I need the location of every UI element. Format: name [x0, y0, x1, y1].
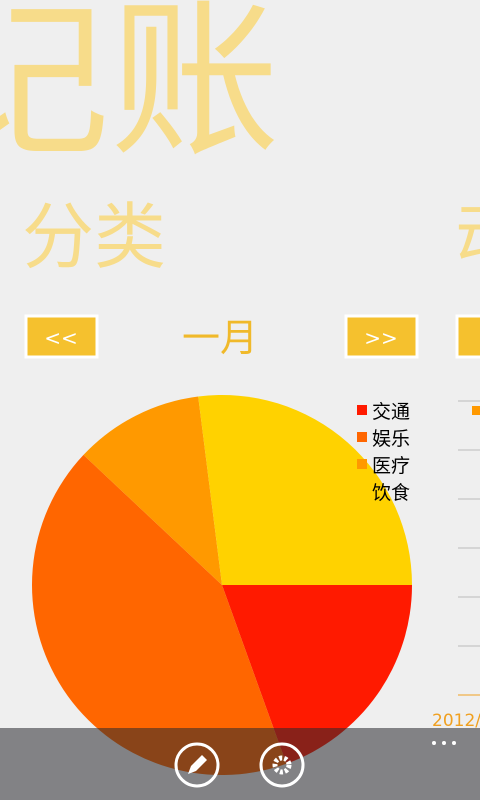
- legend-label: 饮食: [372, 482, 410, 504]
- legend-swatch: [472, 406, 480, 415]
- dot: [452, 741, 456, 745]
- button-label: <<: [44, 326, 78, 350]
- pie-slice: [222, 585, 412, 764]
- pie-slice: [198, 395, 412, 585]
- legend-swatch: [357, 405, 367, 415]
- legend-label: 交通: [372, 401, 410, 423]
- app-title: 记账: [0, 0, 280, 181]
- date-label: 2012/: [432, 711, 480, 731]
- button-bg: [24, 314, 99, 359]
- button-bg: [344, 314, 419, 359]
- section-title: 动: [455, 195, 480, 279]
- pie-slice: [83, 396, 222, 585]
- dot: [432, 741, 436, 745]
- legend-label: 娱乐: [372, 428, 410, 450]
- legend-swatch: [357, 432, 367, 442]
- dot: [442, 741, 446, 745]
- legend-swatch: [357, 459, 367, 469]
- section-title: 分类: [22, 195, 166, 279]
- legend-swatch: [357, 486, 367, 496]
- month-label: 一月: [182, 316, 258, 360]
- app-bar: [0, 728, 480, 800]
- settings-button[interactable]: [259, 742, 305, 788]
- edit-button[interactable]: [174, 742, 220, 788]
- pencil-icon: [188, 755, 207, 774]
- pie-chart: [31, 395, 412, 776]
- icon-circle: [259, 742, 305, 788]
- icon-circle: [174, 742, 220, 788]
- legend-label: 医疗: [372, 455, 410, 477]
- prev-button[interactable]: <<: [24, 314, 99, 359]
- side-chart: [458, 400, 480, 696]
- next-button[interactable]: >>: [344, 314, 419, 359]
- more-button[interactable]: [432, 741, 456, 745]
- gear-icon: [272, 755, 292, 775]
- app-bar-bg: [0, 728, 480, 800]
- button-label: >>: [364, 326, 398, 350]
- button-bg[interactable]: [455, 314, 480, 359]
- pie-slice: [31, 454, 287, 776]
